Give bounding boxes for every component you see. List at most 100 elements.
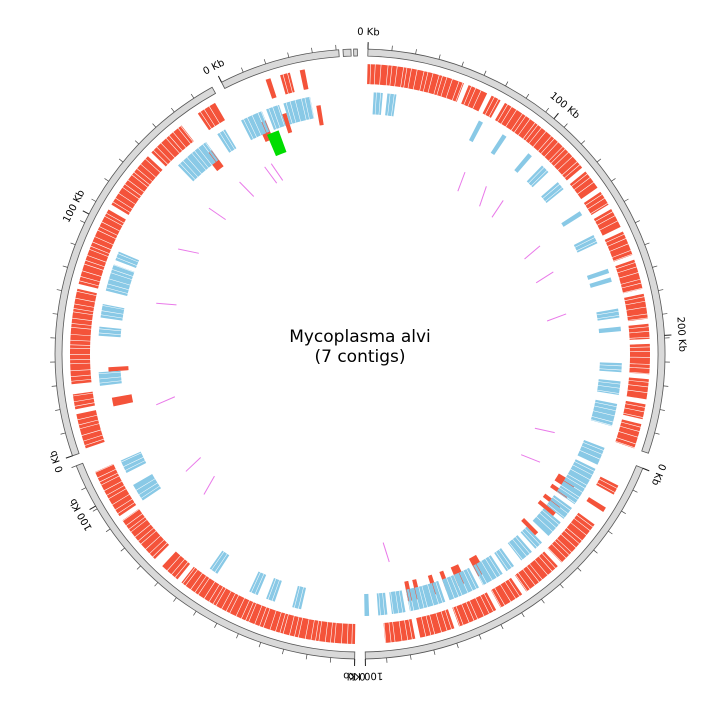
forward-cds [620, 422, 641, 432]
trna-feature [264, 166, 278, 184]
reverse-cds [379, 92, 383, 115]
contig-tick [415, 49, 417, 55]
trna-feature [524, 245, 541, 260]
forward-cds [169, 132, 186, 151]
reverse-cds [183, 157, 202, 177]
reverse-cds [591, 410, 615, 422]
forward-cds [500, 581, 516, 602]
reverse-cds [286, 101, 296, 124]
reverse-cds [566, 474, 587, 489]
organism-name: Mycoplasma alvi [289, 327, 431, 347]
forward-cds [185, 569, 203, 590]
trna-feature [178, 248, 199, 254]
reverse-cds [583, 440, 605, 451]
reverse-cds [446, 576, 459, 599]
forward-cds [453, 606, 463, 627]
contig-tick [81, 487, 87, 491]
forward-cds [138, 528, 156, 544]
reverse-cds [472, 565, 484, 586]
contig-tick [154, 582, 159, 587]
forward-cds [108, 489, 130, 505]
reverse-cds [102, 304, 125, 310]
contig-tick [461, 61, 464, 67]
forward-cds [408, 68, 417, 90]
forward-cds [628, 380, 649, 387]
forward-cds [624, 297, 646, 305]
contig-tick [311, 47, 313, 53]
forward-cds [482, 95, 495, 115]
reverse-cds [574, 459, 596, 472]
contig-tick [541, 598, 545, 604]
forward-cds [523, 566, 539, 586]
major-tick [65, 455, 73, 459]
contig-count: (7 contigs) [314, 347, 405, 367]
forward-cds [204, 581, 220, 602]
trna-feature [546, 313, 567, 322]
reverse-cds [432, 581, 443, 604]
forward-cds [607, 238, 629, 252]
forward-cds [141, 531, 161, 550]
reverse-cds [547, 500, 568, 518]
forward-cds [315, 620, 322, 642]
forward-cds [72, 391, 93, 396]
reverse-cds [249, 571, 261, 593]
reverse-cds [391, 94, 397, 117]
forward-cds [604, 231, 624, 243]
reverse-cds [123, 457, 145, 471]
reverse-cds [258, 111, 270, 133]
forward-cds [137, 164, 156, 182]
major-tick [642, 467, 650, 472]
contig-tick [663, 385, 669, 387]
forward-cds [259, 607, 270, 628]
reverse-cds [205, 142, 219, 161]
forward-cds [574, 515, 593, 531]
forward-cds [85, 255, 106, 267]
forward-cds [94, 230, 116, 245]
reverse-cds [542, 184, 563, 202]
reverse-cds [494, 551, 509, 572]
reverse-cds [372, 92, 377, 115]
reverse-cds [387, 93, 395, 117]
forward-cds [628, 323, 649, 329]
forward-cds [162, 551, 181, 571]
forward-cds [95, 464, 116, 478]
reverse-cds [389, 592, 394, 615]
forward-cds [275, 612, 286, 633]
forward-cds [419, 71, 428, 92]
forward-cds [69, 348, 91, 355]
forward-cds [283, 614, 294, 636]
forward-cds [140, 159, 161, 178]
forward-cds [623, 413, 643, 420]
major-tick [82, 210, 90, 215]
forward-cds [74, 398, 95, 406]
reverse-cds [563, 477, 585, 493]
forward-cds [101, 216, 123, 231]
forward-cds [370, 64, 375, 85]
forward-cds [404, 67, 412, 89]
forward-cds [495, 584, 511, 606]
reverse-cds [194, 148, 212, 168]
forward-cds [466, 600, 478, 621]
forward-cds [173, 128, 191, 148]
reverse-cds [217, 132, 232, 153]
reverse-cds [399, 590, 406, 613]
reverse-cds [596, 311, 620, 319]
reverse-cds [567, 469, 590, 485]
reverse-cds [590, 416, 613, 426]
forward-cds [620, 279, 642, 288]
forward-cds [629, 363, 650, 369]
reverse-cds [395, 590, 403, 614]
reverse-cds [552, 495, 572, 511]
forward-cds [126, 513, 145, 530]
forward-cds [599, 221, 621, 236]
forward-cds [104, 213, 124, 226]
reverse-cds [589, 277, 612, 288]
forward-cds [115, 499, 135, 514]
reverse-cds [272, 580, 282, 602]
forward-cds [171, 559, 188, 578]
forward-cds [352, 623, 356, 644]
reverse-cds [453, 572, 468, 596]
trna-feature [203, 475, 215, 495]
contig-tick [654, 432, 660, 435]
reverse-cds [473, 564, 487, 585]
